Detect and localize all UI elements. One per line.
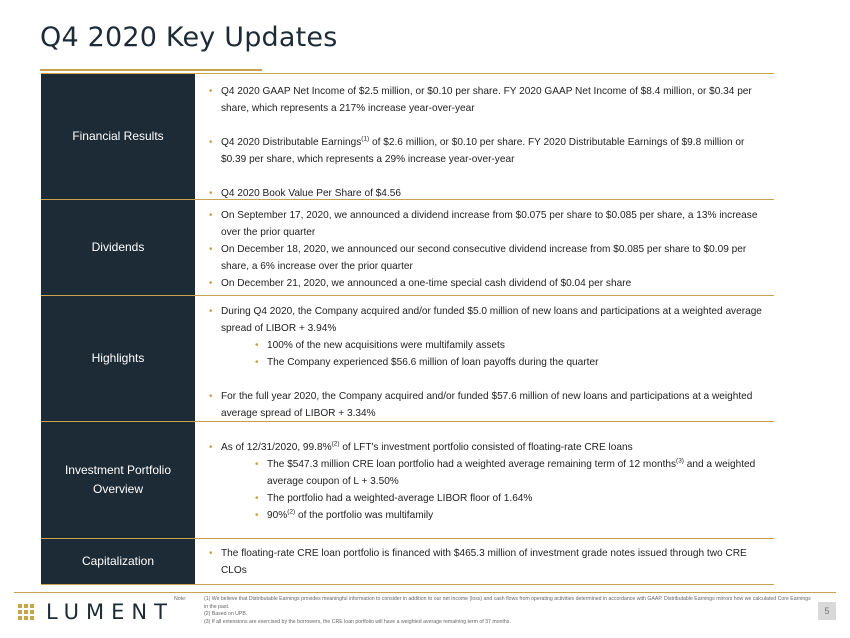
key-updates-table: Financial Results Q4 2020 GAAP Net Incom… — [41, 73, 774, 585]
row-financial-results: Financial Results Q4 2020 GAAP Net Incom… — [41, 73, 774, 202]
bullet-item: The floating-rate CRE loan portfolio is … — [209, 545, 768, 579]
lument-logo: LUMENT — [18, 600, 174, 624]
bullet-item: Q4 2020 GAAP Net Income of $2.5 million,… — [209, 83, 768, 117]
row-body-dividends: On September 17, 2020, we announced a di… — [195, 200, 774, 295]
logo-grid-icon — [18, 604, 34, 620]
bullet-item: Q4 2020 Distributable Earnings(1) of $2.… — [209, 134, 768, 168]
row-label-line: Overview — [92, 482, 143, 496]
sub-bullet-item: 100% of the new acquisitions were multif… — [209, 337, 768, 354]
footer-divider — [14, 592, 836, 593]
row-body-investment-portfolio: As of 12/31/2020, 99.8%(2) of LFT's inve… — [195, 422, 774, 538]
bullet-item: On December 18, 2020, we announced our s… — [209, 241, 768, 275]
bullet-item: Q4 2020 Book Value Per Share of $4.56 — [209, 185, 768, 202]
sub-bullet-item: The portfolio had a weighted-average LIB… — [209, 490, 768, 507]
row-label-investment-portfolio: Investment Portfolio Overview — [41, 422, 195, 538]
page-title: Q4 2020 Key Updates — [40, 22, 338, 53]
page-number: 5 — [818, 602, 836, 620]
row-body-highlights: During Q4 2020, the Company acquired and… — [195, 296, 774, 421]
sub-bullet-item: 90%(2) of the portfolio was multifamily — [209, 507, 768, 524]
sub-bullet-item: The $547.3 million CRE loan portfolio ha… — [209, 456, 768, 490]
footnote-label: Note: — [174, 596, 187, 602]
footnote-1: (1) We believe that Distributable Earnin… — [204, 596, 811, 610]
bullet-item: On December 21, 2020, we announced a one… — [209, 275, 768, 292]
bullet-item: As of 12/31/2020, 99.8%(2) of LFT's inve… — [209, 439, 768, 456]
row-capitalization: Capitalization The floating-rate CRE loa… — [41, 538, 774, 585]
title-underline — [40, 69, 262, 71]
row-body-financial-results: Q4 2020 GAAP Net Income of $2.5 million,… — [195, 74, 774, 202]
row-investment-portfolio: Investment Portfolio Overview As of 12/3… — [41, 421, 774, 538]
row-label-line: Investment Portfolio — [64, 463, 172, 478]
bullet-item: For the full year 2020, the Company acqu… — [209, 388, 768, 422]
row-dividends: Dividends On September 17, 2020, we anno… — [41, 199, 774, 295]
row-label-capitalization: Capitalization — [41, 539, 195, 584]
row-label-financial-results: Financial Results — [41, 74, 195, 199]
row-label-highlights: Highlights — [41, 296, 195, 421]
footnote-3: (3) If all extensions are exercised by t… — [204, 618, 511, 625]
sub-bullet-item: The Company experienced $56.6 million of… — [209, 354, 768, 371]
bullet-item: During Q4 2020, the Company acquired and… — [209, 303, 768, 337]
row-body-capitalization: The floating-rate CRE loan portfolio is … — [195, 539, 774, 584]
row-label-dividends: Dividends — [41, 200, 195, 295]
logo-wordmark: LUMENT — [46, 600, 174, 624]
footnotes: Note: (1) We believe that Distributable … — [174, 596, 814, 626]
bullet-item: On September 17, 2020, we announced a di… — [209, 207, 768, 241]
row-highlights: Highlights During Q4 2020, the Company a… — [41, 295, 774, 421]
footnote-2: (2) Based on UPB. — [204, 611, 248, 618]
